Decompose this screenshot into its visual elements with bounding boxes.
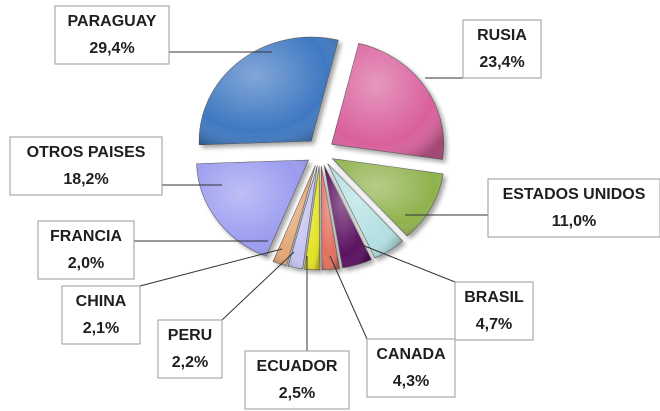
slice-shade: [327, 163, 403, 258]
slice-shade: [321, 165, 340, 270]
slice-shade: [324, 165, 372, 268]
slice-name: BRASIL: [464, 289, 524, 306]
label-box: [244, 350, 350, 410]
label-box: [9, 136, 163, 196]
slice-name: PERU: [168, 327, 212, 344]
slice-name: OTROS PAISES: [27, 144, 146, 161]
slice-value-label: 2,0%: [68, 255, 104, 272]
slice-name: CHINA: [76, 293, 127, 310]
slice-value-label: 4,7%: [476, 316, 512, 333]
label-box: [54, 5, 170, 65]
slice-shade: [332, 158, 444, 237]
slice-value-label: 2,2%: [172, 354, 208, 371]
leader-line: [361, 244, 456, 283]
label-box: [454, 281, 534, 341]
label-box: [366, 338, 456, 398]
slice-name: RUSIA: [477, 27, 527, 44]
slice-name: ESTADOS UNIDOS: [503, 186, 646, 203]
label-box: [37, 220, 135, 280]
label-box: [487, 178, 660, 238]
leader-line: [139, 248, 283, 287]
slice-value-label: 18,2%: [63, 171, 108, 188]
label-box: [61, 285, 141, 345]
slice-name: ECUADOR: [257, 358, 338, 375]
slice-shade: [304, 165, 320, 270]
slice-value-label: 4,3%: [393, 373, 429, 390]
slice-shade: [196, 160, 309, 257]
slice-value-label: 2,5%: [279, 385, 315, 402]
label-box: [157, 319, 223, 379]
pie: [196, 36, 444, 271]
slice-shade: [331, 43, 444, 160]
leader-line: [221, 251, 295, 321]
slice-value-label: 29,4%: [89, 40, 134, 57]
slice-shade: [288, 165, 318, 269]
slice-shade: [273, 165, 316, 266]
slice-shade: [199, 37, 339, 145]
slice-name: CANADA: [376, 346, 446, 363]
slice-name: FRANCIA: [50, 228, 122, 245]
leader-line: [329, 255, 368, 340]
label-box: [462, 19, 542, 79]
slice-name: PARAGUAY: [68, 13, 157, 30]
slice-value-label: 2,1%: [83, 320, 119, 337]
slice-value-label: 11,0%: [552, 213, 596, 230]
slice-value-label: 23,4%: [479, 54, 524, 71]
